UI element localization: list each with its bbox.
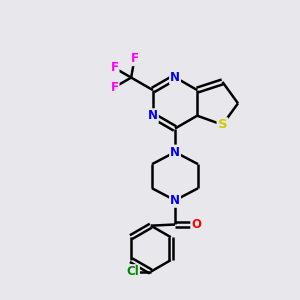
Text: O: O [191, 218, 201, 231]
Text: F: F [111, 61, 119, 74]
Text: N: N [170, 71, 180, 84]
Text: N: N [148, 109, 158, 122]
Text: N: N [170, 146, 180, 159]
Text: N: N [170, 194, 180, 207]
Text: Cl: Cl [126, 265, 139, 278]
Text: F: F [111, 81, 119, 94]
Text: F: F [130, 52, 139, 65]
Text: S: S [218, 118, 227, 131]
